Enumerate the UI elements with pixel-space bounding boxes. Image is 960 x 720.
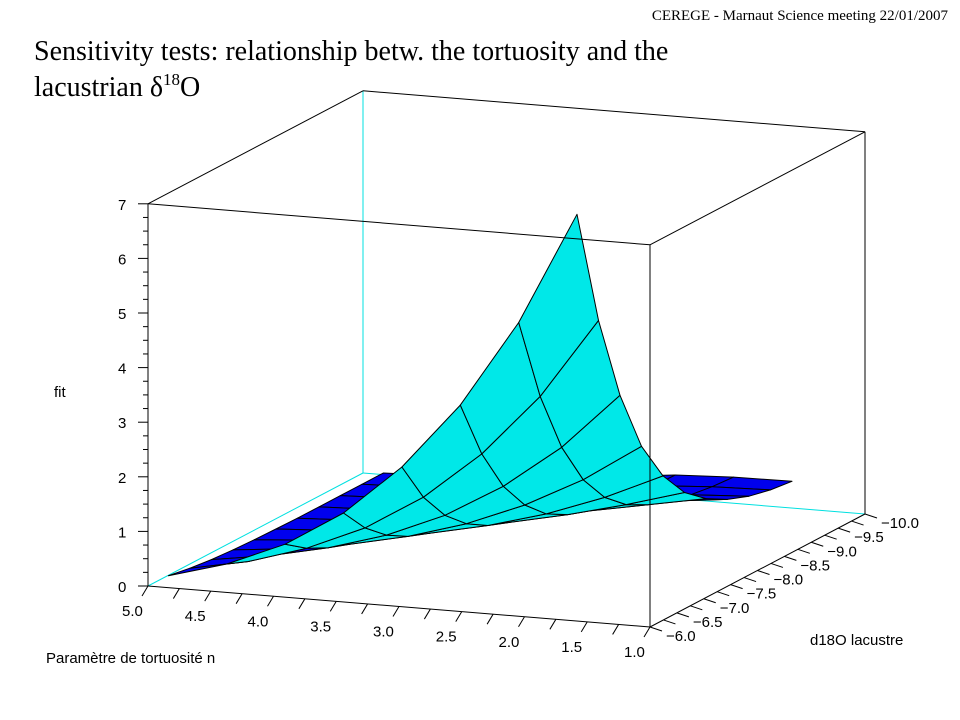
title-line-2-prefix: lacustrian (34, 72, 150, 103)
z-tick-label: 4 (118, 361, 126, 378)
x-tick-label: 1.0 (624, 644, 645, 661)
y-tick (730, 584, 743, 590)
z-tick-label: 1 (118, 524, 126, 541)
y-tick (784, 555, 797, 561)
z-tick-label: 3 (118, 415, 126, 432)
x-tick-label: 4.5 (185, 608, 206, 625)
delta-superscript: 18 (163, 70, 181, 89)
x-tick (235, 593, 243, 604)
x-tick (643, 626, 651, 638)
y-tick-label: −7.5 (747, 586, 777, 603)
slide-title: Sensitivity tests: relationship betw. th… (34, 34, 914, 106)
x-tick (204, 590, 212, 602)
y-tick-label: −7.0 (720, 600, 750, 617)
y-tick (851, 520, 864, 526)
title-line-2-suffix: O (180, 72, 201, 103)
x-tick (486, 613, 494, 625)
y-tick (864, 513, 878, 519)
box-edge-hidden-left (147, 472, 364, 587)
x-tick (423, 608, 431, 620)
title-line-1: Sensitivity tests: relationship betw. th… (34, 36, 669, 67)
z-tick-label: 5 (118, 306, 126, 323)
box-edge-top-back (362, 90, 866, 133)
z-tick-label: 0 (118, 579, 126, 596)
x-tick-label: 3.0 (373, 624, 394, 641)
delta-symbol: δ (149, 72, 164, 103)
meeting-header: CEREGE - Marnaut Science meeting 22/01/2… (651, 8, 948, 24)
x-axis-label: Paramètre de tortuosité n (46, 650, 215, 667)
y-tick (717, 591, 730, 597)
z-axis: 0 1 2 3 4 5 6 7 (118, 197, 148, 596)
y-tick-label: −10.0 (881, 515, 919, 532)
x-tick (267, 595, 274, 607)
y-tick (757, 570, 770, 575)
y-tick-label: −9.0 (827, 543, 857, 560)
y-tick (649, 626, 663, 632)
y-tick (811, 541, 824, 547)
y-tick (703, 598, 716, 604)
y-tick (676, 612, 690, 618)
surface-cell (518, 213, 599, 397)
x-tick-label: 5.0 (122, 603, 143, 620)
x-tick-label: 2.0 (499, 634, 520, 651)
x-tick (141, 585, 149, 597)
x-tick (518, 616, 525, 628)
y-tick-label: −6.0 (666, 628, 696, 645)
y-tick (690, 605, 703, 611)
box-edge-top-left (147, 90, 364, 205)
y-tick (837, 527, 851, 533)
y-tick (824, 534, 837, 540)
x-tick (298, 598, 306, 610)
x-tick (392, 606, 400, 617)
x-tick (172, 588, 180, 599)
z-tick-label: 6 (118, 251, 126, 268)
box-edge-top-front (147, 203, 651, 246)
y-tick (743, 577, 757, 583)
y-tick (663, 619, 676, 625)
x-tick-label: 1.5 (561, 639, 582, 656)
y-tick-label: −8.0 (774, 572, 804, 589)
z-tick-label: 2 (118, 470, 126, 487)
y-tick-label: −9.5 (854, 529, 884, 546)
z-axis-label: fit (54, 384, 67, 401)
y-tick-label: −8.5 (800, 557, 830, 574)
x-tick-label: 3.5 (310, 618, 331, 635)
surface-mesh (167, 213, 793, 577)
y-tick-label: −6.5 (693, 614, 723, 631)
box-edge-top-right (649, 131, 866, 246)
y-axis-label: d18O lacustre (810, 632, 903, 649)
x-tick (549, 619, 557, 630)
z-tick-label: 7 (118, 197, 126, 214)
x-tick (455, 611, 463, 622)
y-axis: −6.0−6.5−7.0−7.5−8.0−8.5−9.0−9.5−10.0 (649, 513, 919, 645)
x-tick (612, 624, 620, 635)
x-tick (580, 621, 588, 633)
x-tick (329, 601, 337, 612)
x-axis: 5.0 4.5 4.0 3.5 3.0 2.5 2.0 1.5 1.0 (122, 585, 651, 661)
x-tick-label: 4.0 (248, 613, 269, 630)
x-tick-label: 2.5 (436, 629, 457, 646)
x-tick (361, 603, 369, 615)
y-tick (797, 548, 810, 554)
y-tick (770, 562, 784, 568)
